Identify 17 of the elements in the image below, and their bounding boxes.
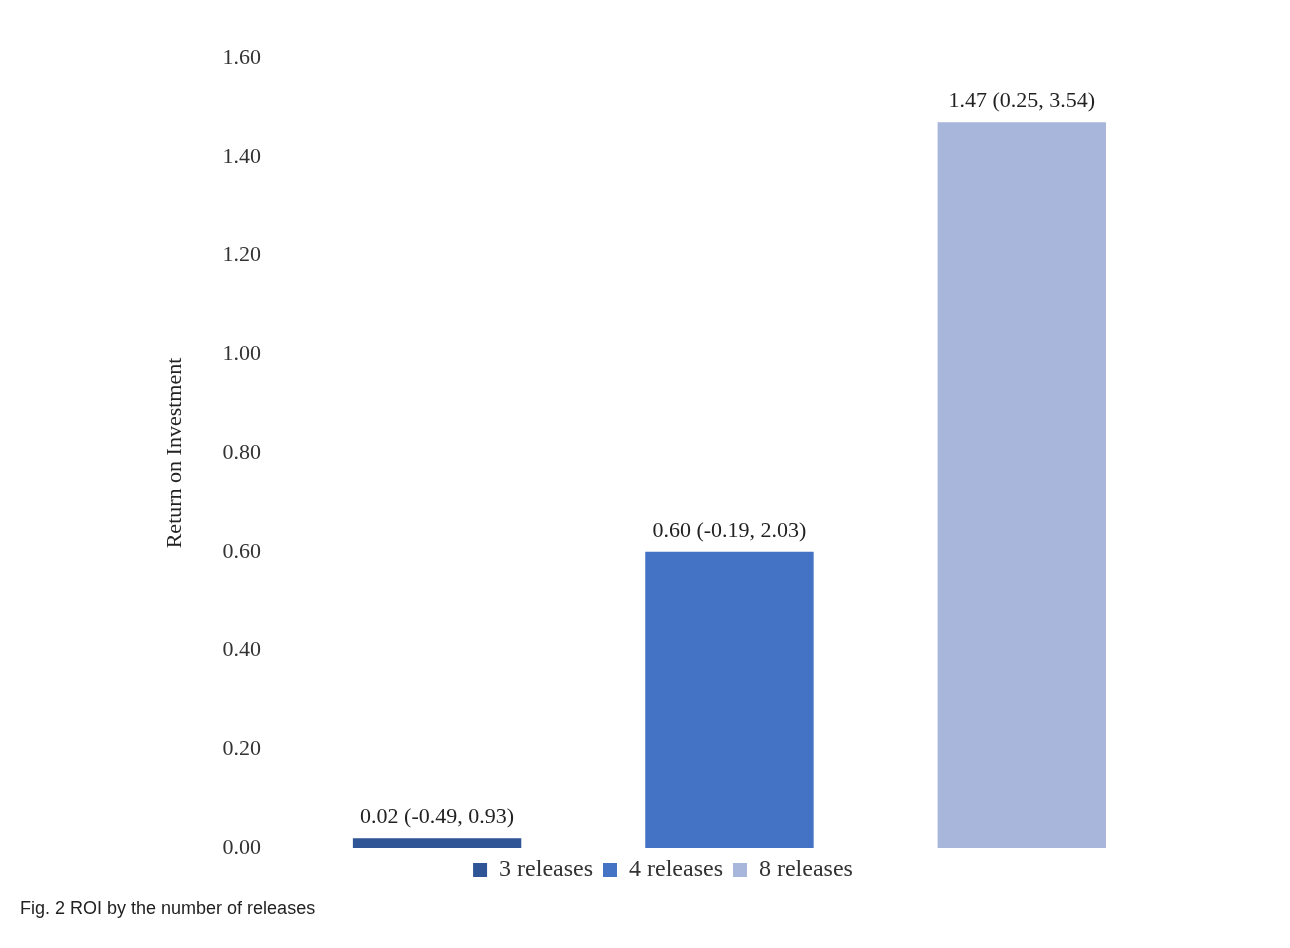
y-tick-label: 0.20 bbox=[222, 735, 261, 761]
y-axis-title: Return on Investment bbox=[160, 357, 186, 549]
data-label: 1.47 (0.25, 3.54) bbox=[948, 86, 1096, 112]
legend-label: 8 releases bbox=[758, 855, 853, 882]
y-tick-label: 1.00 bbox=[222, 340, 261, 366]
y-tick-label: 0.60 bbox=[222, 537, 261, 563]
y-tick-label: 1.40 bbox=[222, 142, 261, 168]
legend-label: 3 releases bbox=[499, 855, 594, 882]
caption: Fig. 2 ROI by the number of releases bbox=[20, 898, 317, 919]
y-tick-label: 1.60 bbox=[222, 43, 261, 69]
y-tick-label: 1.20 bbox=[222, 241, 261, 267]
data-label: 0.60 (-0.19, 2.03) bbox=[652, 516, 807, 542]
data-label: 0.02 (-0.49, 0.93) bbox=[360, 802, 515, 828]
y-tick-label: 0.00 bbox=[222, 833, 261, 859]
legend-label: 4 releases bbox=[629, 855, 723, 882]
y-tick-label: 0.80 bbox=[222, 438, 261, 464]
y-tick-label: 0.40 bbox=[222, 636, 261, 662]
